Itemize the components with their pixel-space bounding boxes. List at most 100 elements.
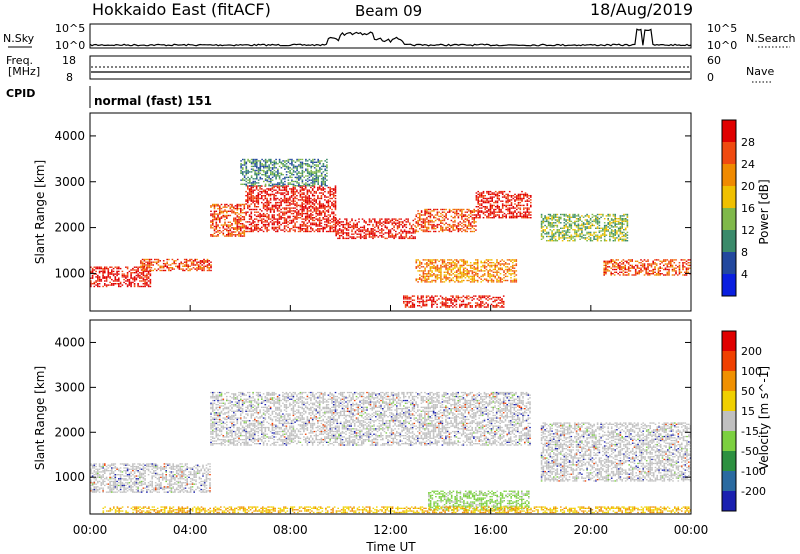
data-cell xyxy=(306,185,309,187)
data-cell xyxy=(645,273,647,275)
data-cell xyxy=(461,218,463,220)
data-cell xyxy=(299,167,302,169)
data-cell xyxy=(420,296,423,299)
data-cell xyxy=(290,221,293,223)
data-cell xyxy=(261,215,263,218)
data-cell xyxy=(445,266,447,268)
data-cell xyxy=(128,284,131,286)
data-cell xyxy=(178,267,181,269)
data-cell xyxy=(554,213,557,216)
data-cell xyxy=(222,224,225,226)
data-cell xyxy=(224,235,226,237)
data-cell xyxy=(245,195,247,197)
data-cell xyxy=(296,197,298,200)
data-cell xyxy=(294,180,297,183)
data-cell xyxy=(285,229,288,231)
data-cell xyxy=(299,178,302,180)
data-cell xyxy=(233,234,235,236)
data-cell xyxy=(434,228,437,230)
data-cell xyxy=(222,216,225,218)
data-cell xyxy=(418,305,421,307)
data-cell xyxy=(616,233,618,235)
data-cell xyxy=(499,302,501,304)
data-cell xyxy=(405,234,408,237)
data-cell xyxy=(403,302,405,304)
data-cell xyxy=(420,281,423,283)
data-cell xyxy=(477,197,479,200)
data-cell xyxy=(494,296,496,299)
data-cell xyxy=(259,193,261,196)
data-cell xyxy=(542,230,545,232)
data-cell xyxy=(231,235,233,237)
data-cell xyxy=(448,210,451,212)
data-cell xyxy=(283,219,286,222)
data-cell xyxy=(245,161,248,163)
data-cell xyxy=(337,233,339,235)
data-cell xyxy=(332,204,335,207)
data-cell xyxy=(579,238,581,240)
data-cell xyxy=(210,227,212,229)
data-cell xyxy=(482,195,485,197)
data-cell xyxy=(334,208,337,211)
data-cell xyxy=(261,163,263,165)
data-cell xyxy=(501,207,504,209)
data-cell xyxy=(332,230,335,233)
data-cell xyxy=(304,225,307,227)
data-cell xyxy=(144,283,146,285)
data-cell xyxy=(268,214,270,216)
data-cell xyxy=(542,220,545,223)
noise-tick-bottom: 10^0 xyxy=(55,39,85,52)
data-cell xyxy=(448,223,451,226)
data-cell xyxy=(508,259,510,261)
data-cell xyxy=(445,229,447,231)
data-cell xyxy=(381,232,383,234)
data-cell xyxy=(231,234,233,236)
data-cell xyxy=(582,223,585,225)
data-cell xyxy=(551,238,553,240)
data-cell xyxy=(261,210,263,212)
data-cell xyxy=(415,222,418,224)
data-cell xyxy=(526,214,529,216)
data-cell xyxy=(347,222,350,224)
data-cell xyxy=(493,210,495,212)
data-cell xyxy=(306,228,309,230)
data-cell xyxy=(233,207,235,210)
data-cell xyxy=(388,232,390,234)
data-cell xyxy=(412,223,415,226)
data-cell xyxy=(322,179,325,181)
data-cell xyxy=(354,219,357,222)
data-cell xyxy=(285,225,288,227)
data-cell xyxy=(290,203,293,205)
data-cell xyxy=(492,271,495,273)
data-cell xyxy=(426,212,428,215)
data-cell xyxy=(238,227,240,229)
data-cell xyxy=(325,218,328,220)
data-cell xyxy=(549,215,552,217)
data-cell xyxy=(266,206,268,208)
data-cell xyxy=(624,267,626,269)
data-cell xyxy=(496,259,498,261)
data-cell xyxy=(250,215,253,218)
data-cell xyxy=(178,264,181,266)
data-cell xyxy=(614,219,616,221)
data-cell xyxy=(154,261,156,263)
data-cell xyxy=(480,305,482,307)
data-cell xyxy=(433,208,435,211)
data-cell xyxy=(90,280,92,282)
data-cell xyxy=(308,183,311,185)
data-cell xyxy=(517,199,520,201)
data-cell xyxy=(345,232,348,234)
data-cell xyxy=(294,165,297,168)
data-cell xyxy=(139,277,141,279)
data-cell xyxy=(292,212,295,215)
plot-title: Hokkaido East (fitACF) xyxy=(92,0,271,19)
data-cell xyxy=(278,212,281,215)
data-cell xyxy=(352,225,355,227)
data-cell xyxy=(290,212,293,215)
data-cell xyxy=(419,267,421,269)
data-cell xyxy=(526,204,529,207)
data-cell xyxy=(554,219,557,221)
data-cell xyxy=(654,259,656,261)
data-cell xyxy=(178,265,181,267)
data-cell xyxy=(320,195,323,197)
